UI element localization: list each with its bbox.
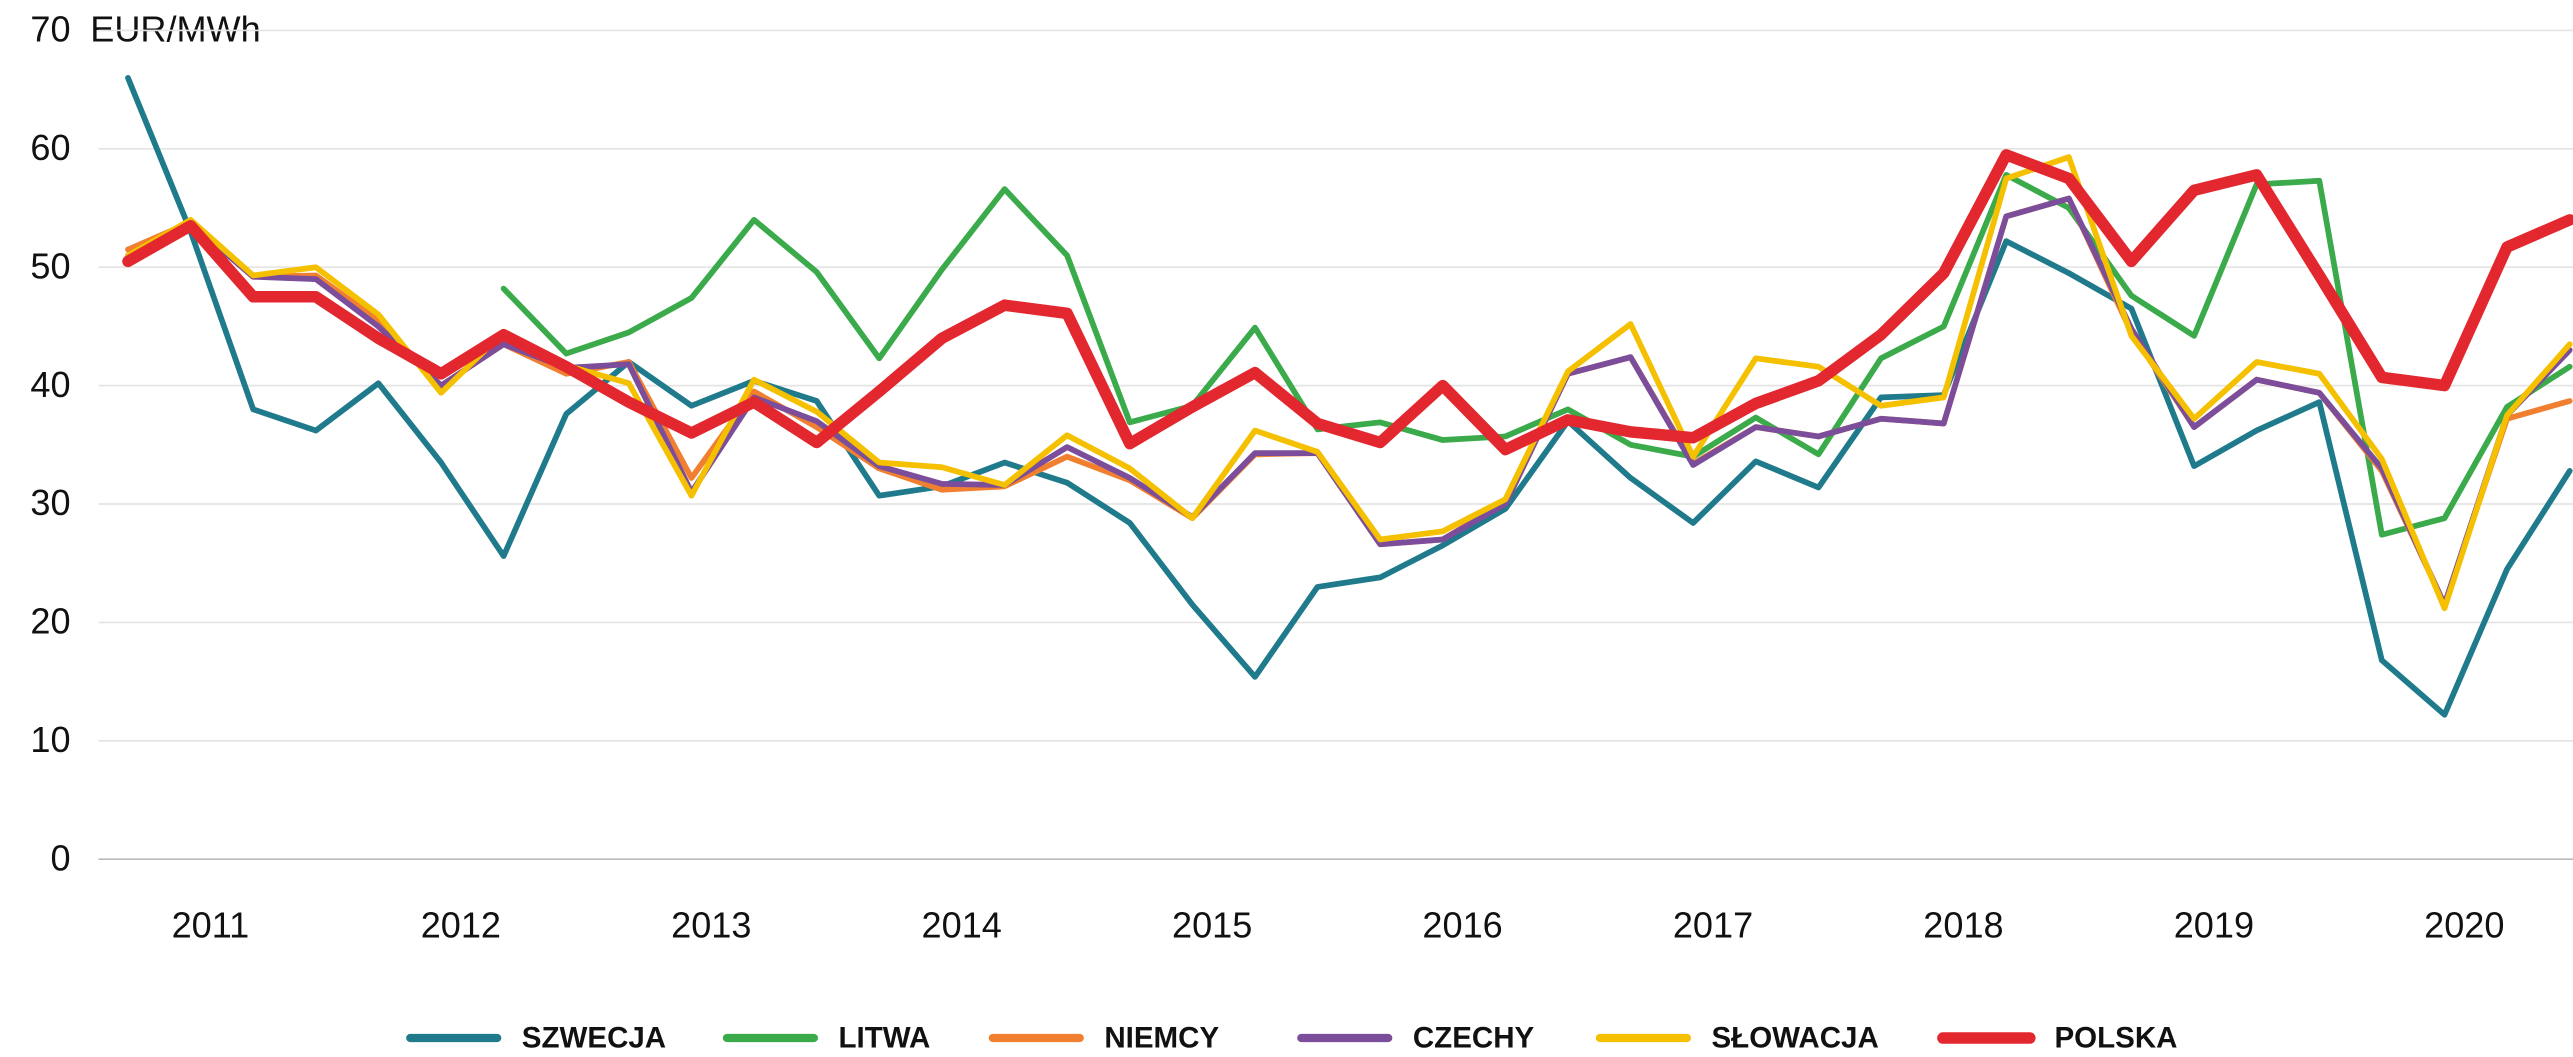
y-tick-label: 40: [30, 364, 70, 405]
series-line: [500, 172, 2573, 538]
y-tick-label: 10: [30, 719, 70, 760]
legend-label: SZWECJA: [522, 1021, 666, 1054]
x-tick-label: 2013: [671, 905, 751, 946]
legend-label: NIEMCY: [1104, 1021, 1219, 1054]
x-tick-label: 2012: [421, 905, 501, 946]
x-tick-label: 2020: [2424, 905, 2504, 946]
x-tick-label: 2018: [1923, 905, 2003, 946]
series-line: [122, 149, 2573, 456]
y-tick-label: 60: [30, 127, 70, 168]
x-tick-label: 2014: [922, 905, 1002, 946]
y-tick-label: 50: [30, 245, 70, 286]
x-tick-label: 2019: [2174, 905, 2254, 946]
y-unit-label: EUR/MWh: [90, 9, 260, 50]
legend-label: POLSKA: [2054, 1021, 2177, 1054]
legend-label: LITWA: [839, 1021, 931, 1054]
y-tick-label: 30: [30, 482, 70, 523]
legend-label: CZECHY: [1413, 1021, 1535, 1054]
y-tick-label: 70: [30, 9, 70, 50]
x-tick-label: 2015: [1172, 905, 1252, 946]
legend-label: SŁOWACJA: [1712, 1021, 1879, 1054]
x-tick-label: 2016: [1422, 905, 1502, 946]
series-line: [125, 75, 2573, 718]
x-tick-label: 2017: [1673, 905, 1753, 946]
x-tick-label: 2011: [172, 905, 250, 946]
y-tick-label: 0: [50, 837, 70, 878]
y-tick-label: 20: [30, 601, 70, 642]
